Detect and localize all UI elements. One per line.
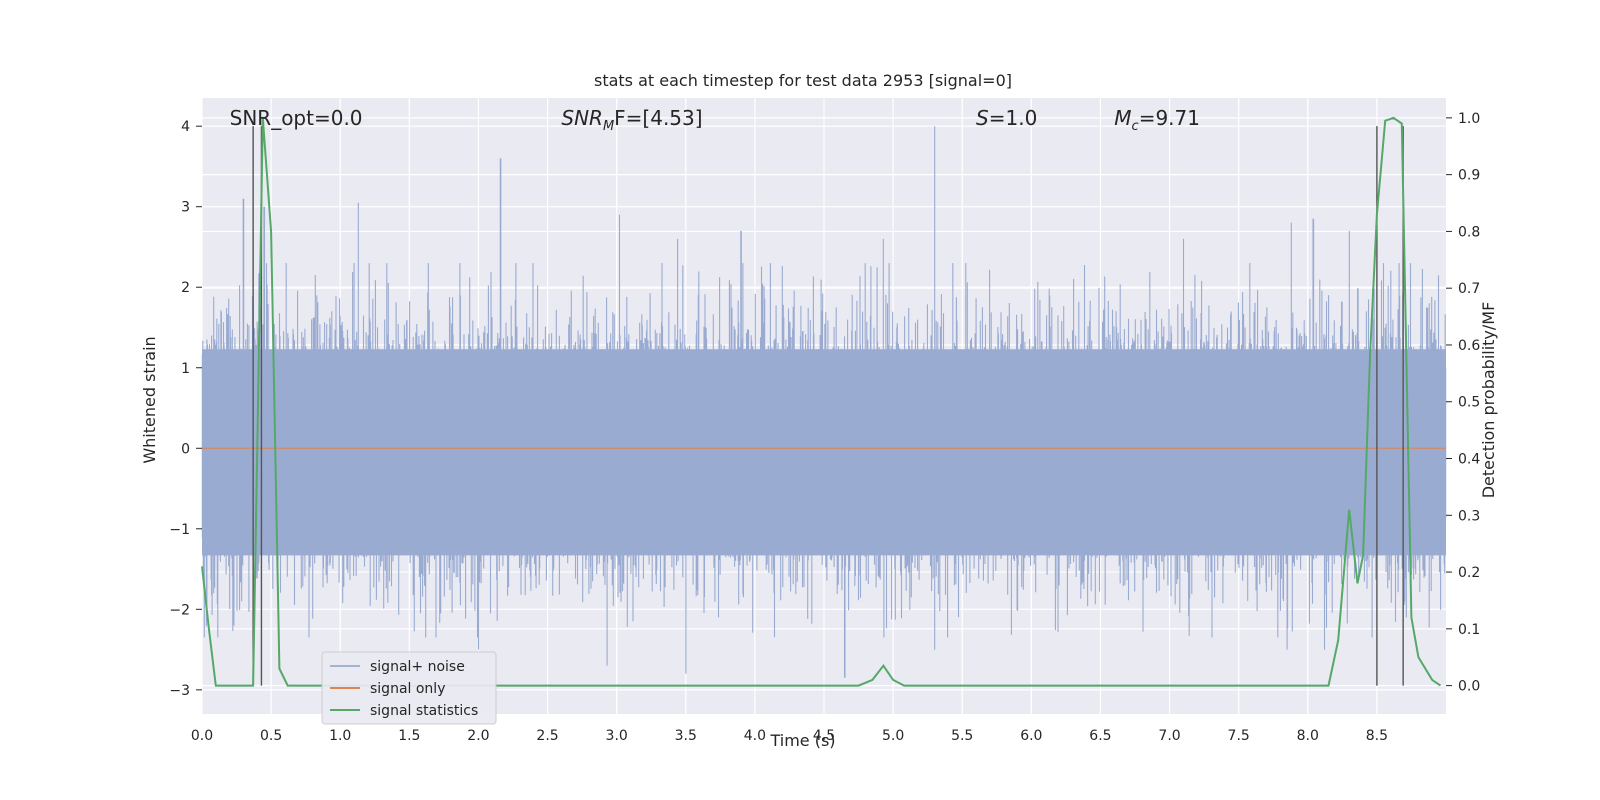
annotation-text: SNRMF=[4.53] [561,106,702,134]
y-right-axis-ticks: 0.0 0.1 0.2 0.3 0.4 0.5 0.6 0.7 0.8 0.9 1.0 [1446,111,1480,695]
x-tick-label: 5.0 [882,728,904,744]
y-right-tick-label: 0.4 [1458,452,1480,468]
x-axis-ticks: 0.0 0.5 1.0 1.5 2.0 2.5 3.0 3.5 4.0 4.5 5.0 5.5 6.0 6… [191,728,1388,744]
x-tick-label: 5.5 [951,728,973,744]
legend: signal+ noise signal only signal statistic… [321,651,497,725]
x-tick-label: 0.5 [260,728,282,744]
x-tick-label: 6.0 [1020,728,1042,744]
series-signal-noise [201,126,1447,678]
signal-statistics-line [201,116,1442,687]
x-tick-label: 2.5 [536,728,558,744]
x-tick-label: 1.0 [329,728,351,744]
y-left-tick-label: −3 [169,683,190,699]
annotation-text: SNR_opt=0.0 [230,106,363,130]
y-right-tick-label: 0.7 [1458,281,1480,297]
y-right-tick-label: 0.8 [1458,224,1480,240]
x-tick-label: 6.5 [1089,728,1111,744]
x-tick-label: 4.0 [744,728,766,744]
x-tick-label: 1.5 [398,728,420,744]
y-left-axis-ticks: −3 −2 −1 0 1 2 3 4 [169,119,202,699]
y-right-axis-label: Detection probability/MF [1479,302,1498,499]
x-tick-label: 2.0 [467,728,489,744]
y-right-tick-label: 0.0 [1458,679,1480,695]
y-left-tick-label: −2 [169,602,190,618]
legend-entry: signal only [370,681,445,697]
y-left-axis-label: Whitened strain [140,336,159,463]
x-axis-label: Time (s) [769,731,835,750]
annotations: SNR_opt=0.0 SNRMF=[4.53] S=1.0 Mc=9.71 [230,106,1200,134]
chart-title: stats at each timestep for test data 295… [594,71,1012,90]
y-right-tick-label: 0.6 [1458,338,1480,354]
y-left-tick-label: 3 [181,200,190,216]
x-tick-label: 0.0 [191,728,213,744]
legend-box [321,651,497,725]
y-right-tick-label: 0.3 [1458,508,1480,524]
y-right-tick-label: 0.1 [1458,622,1480,638]
y-left-tick-label: 0 [181,441,190,457]
series-signal-statistics [201,116,1442,687]
y-left-tick-label: 4 [181,119,190,135]
noise-trace [201,126,1447,678]
x-tick-label: 3.5 [675,728,697,744]
x-tick-label: 7.5 [1228,728,1250,744]
x-tick-label: 8.5 [1366,728,1388,744]
y-right-tick-label: 0.9 [1458,168,1480,184]
annotation-text: Mc=9.71 [1114,106,1200,134]
y-left-tick-label: 2 [181,280,190,296]
x-tick-label: 4.5 [813,728,835,744]
x-tick-label: 8.0 [1297,728,1319,744]
x-tick-label: 7.0 [1158,728,1180,744]
y-right-tick-label: 0.2 [1458,565,1480,581]
annotation-text: S=1.0 [976,106,1037,130]
y-right-tick-label: 0.5 [1458,395,1480,411]
y-left-tick-label: −1 [169,522,190,538]
x-tick-label: 3.0 [606,728,628,744]
legend-entry: signal statistics [370,703,478,719]
y-right-tick-label: 1.0 [1458,111,1480,127]
y-left-tick-label: 1 [181,361,190,377]
legend-entry: signal+ noise [370,659,465,675]
